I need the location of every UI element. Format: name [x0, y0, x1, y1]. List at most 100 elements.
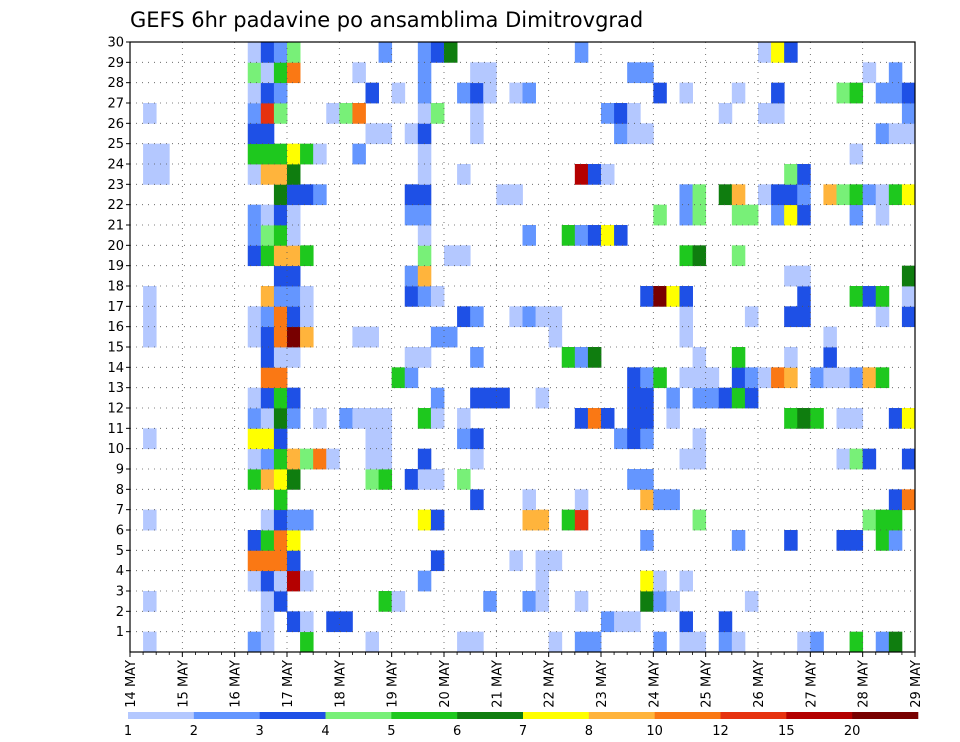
heatmap-cell	[601, 408, 615, 429]
heatmap-cell	[378, 408, 393, 429]
heatmap-cell	[771, 103, 785, 124]
heatmap-cell	[522, 489, 536, 511]
heatmap-cell	[784, 265, 798, 287]
y-tick-label: 24	[107, 158, 124, 173]
heatmap-cell	[247, 245, 262, 267]
heatmap-cell	[888, 82, 903, 104]
x-tick-label: 24 MAY	[647, 660, 662, 708]
heatmap-cell	[640, 387, 654, 409]
heatmap-cell	[273, 103, 288, 124]
heatmap-cell	[430, 387, 445, 409]
heatmap-cell	[823, 326, 837, 348]
heatmap-cell	[653, 570, 667, 592]
heatmap-cell	[313, 448, 327, 470]
heatmap-cell	[430, 326, 445, 348]
heatmap-cell	[300, 286, 314, 307]
heatmap-cell	[404, 286, 419, 307]
x-tick-label: 25 MAY	[700, 660, 715, 708]
heatmap-cell	[273, 265, 288, 287]
heatmap-cell	[339, 103, 353, 124]
heatmap-cell	[849, 367, 864, 389]
heatmap-cell	[744, 367, 759, 389]
heatmap-cell	[417, 509, 432, 531]
heatmap-cell	[836, 448, 850, 470]
heatmap-cell	[522, 82, 536, 104]
heatmap-cell	[417, 143, 432, 165]
heatmap-cell	[470, 631, 484, 653]
heatmap-cell	[849, 530, 864, 551]
heatmap-cell	[313, 143, 327, 165]
heatmap-cell	[705, 387, 720, 409]
heatmap-cell	[287, 408, 301, 429]
heatmap-cell	[574, 225, 589, 246]
heatmap-cell	[797, 286, 811, 307]
heatmap-cell	[260, 611, 275, 633]
heatmap-cell	[731, 245, 746, 267]
y-tick-label: 9	[116, 463, 124, 478]
heatmap-cell	[901, 448, 916, 470]
heatmap-cell	[888, 184, 903, 206]
heatmap-cell	[888, 530, 903, 551]
heatmap-cell	[287, 469, 301, 490]
heatmap-cell	[313, 184, 327, 206]
heatmap-cell	[378, 448, 393, 470]
heatmap-cell	[300, 306, 314, 328]
x-tick-label: 17 MAY	[281, 660, 296, 708]
heatmap-cell	[417, 62, 432, 84]
heatmap-cell	[640, 286, 654, 307]
heatmap-cell	[901, 408, 916, 429]
heatmap-cell	[247, 62, 262, 84]
heatmap-cell	[679, 611, 693, 633]
heatmap-cell	[287, 245, 301, 267]
heatmap-cell	[326, 448, 340, 470]
heatmap-cell	[836, 367, 850, 389]
heatmap-cell	[273, 62, 288, 84]
legend-swatch	[193, 712, 260, 719]
heatmap-cell	[771, 42, 785, 63]
heatmap-cell	[888, 489, 903, 511]
heatmap-cell	[587, 408, 602, 429]
heatmap-cell	[260, 245, 275, 267]
heatmap-cell	[417, 225, 432, 246]
heatmap-cell	[679, 326, 693, 348]
heatmap-cell	[352, 103, 366, 124]
heatmap-cell	[483, 62, 497, 84]
heatmap-cell	[758, 367, 772, 389]
heatmap-cell	[273, 204, 288, 226]
heatmap-cell	[640, 408, 654, 429]
heatmap-cell	[287, 530, 301, 551]
heatmap-cell	[352, 326, 366, 348]
heatmap-cell	[692, 428, 707, 450]
heatmap-cell	[901, 489, 916, 511]
heatmap-cell	[601, 103, 615, 124]
heatmap-cell	[718, 631, 733, 653]
heatmap-cell	[810, 367, 824, 389]
heatmap-cell	[601, 611, 615, 633]
heatmap-cell	[339, 408, 353, 429]
x-tick-label: 26 MAY	[752, 660, 767, 708]
gridlines	[130, 42, 915, 652]
heatmap-cell	[771, 184, 785, 206]
heatmap-cell	[143, 326, 157, 348]
heatmap-cell	[849, 448, 864, 470]
heatmap-cell	[247, 204, 262, 226]
legend-label: 20	[844, 724, 861, 739]
heatmap-cell	[391, 82, 406, 104]
heatmap-cell	[522, 509, 536, 531]
legend-swatch	[786, 712, 853, 719]
heatmap-cell	[784, 408, 798, 429]
heatmap-cell	[640, 428, 654, 450]
heatmap-cell	[731, 367, 746, 389]
y-tick-label: 10	[107, 442, 124, 457]
legend-label: 8	[585, 724, 593, 739]
heatmap-cell	[679, 306, 693, 328]
heatmap-cell	[548, 631, 563, 653]
heatmap-cell	[378, 469, 393, 490]
heatmap-cell	[273, 245, 288, 267]
heatmap-cell	[287, 509, 301, 531]
heatmap-cell	[758, 103, 772, 124]
heatmap-cell	[836, 184, 850, 206]
heatmap-cell	[417, 286, 432, 307]
heatmap-cell	[862, 509, 877, 531]
heatmap-cell	[378, 428, 393, 450]
